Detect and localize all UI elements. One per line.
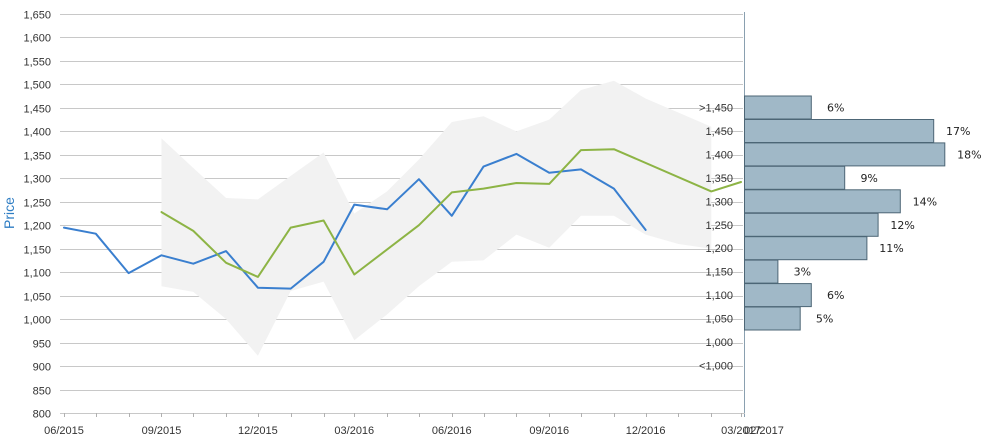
histogram-percent-label: 5% — [816, 313, 833, 326]
estimate-line — [160, 148, 742, 278]
estimate-range-band — [161, 80, 712, 356]
histogram-bar — [744, 212, 879, 237]
y-tick-label: 1,450 — [23, 104, 51, 116]
histogram-bar — [744, 119, 935, 143]
histogram-percent-label: 3% — [794, 266, 811, 279]
histogram-bar — [744, 283, 812, 308]
histogram-bar — [744, 165, 846, 190]
histogram-percent-label: 6% — [827, 289, 844, 302]
histogram-percent-label: 11% — [879, 242, 903, 255]
histogram-bin-label: 1,000 — [705, 337, 733, 349]
y-tick-label: 1,500 — [23, 80, 51, 92]
x-tick-label-extra: 02/2017 — [744, 425, 784, 437]
x-tick-label: 03/2016 — [334, 425, 374, 437]
histogram-bin-label: <1,000 — [699, 360, 733, 372]
y-tick-label: 1,000 — [23, 315, 51, 327]
y-tick-label: 1,400 — [23, 127, 51, 139]
histogram-bin-label: 1,400 — [705, 149, 733, 161]
histogram-layer: >1,450 6% 1,450 17% 1,400 18% 1,350 9% 1,300 14% 1… — [699, 12, 982, 417]
histogram-bin-label: 1,250 — [705, 220, 733, 232]
y-tick-label: 1,100 — [23, 268, 51, 280]
histogram-bin-label: 1,100 — [705, 290, 733, 302]
y-tick-label: 1,650 — [23, 10, 51, 22]
y-tick-label: 1,300 — [23, 174, 51, 186]
price-line — [63, 152, 647, 290]
y-tick-label: 850 — [33, 386, 51, 398]
histogram-bin-label: 1,350 — [705, 173, 733, 185]
histogram-bin-label: 1,450 — [705, 126, 733, 138]
y-tick-label: 900 — [33, 362, 51, 374]
axis-layer: 800 850 900 950 1,000 1,050 1,100 1,150 1,200 1,2… — [23, 10, 783, 438]
estimate-band-layer — [161, 80, 712, 356]
y-tick-label: 1,150 — [23, 245, 51, 257]
y-tick-label: 1,550 — [23, 57, 51, 69]
histogram-percent-label: 14% — [913, 195, 937, 208]
histogram-bar — [744, 236, 868, 261]
x-tick-label: 12/2015 — [238, 425, 278, 437]
histogram-bar — [744, 142, 946, 167]
histogram-bar — [744, 95, 812, 120]
x-tick-label: 06/2015 — [44, 425, 84, 437]
x-tick-label: 09/2016 — [529, 425, 569, 437]
histogram-bin-label: 1,200 — [705, 243, 733, 255]
y-tick-label: 1,200 — [23, 221, 51, 233]
histogram-bin-label: >1,450 — [699, 103, 733, 115]
histogram-percent-label: 9% — [860, 172, 877, 185]
histogram-percent-label: 6% — [827, 102, 844, 115]
x-tick-label: 06/2016 — [432, 425, 472, 437]
histogram-bin-label: 1,050 — [705, 314, 733, 326]
histogram-percent-label: 12% — [890, 219, 914, 232]
histogram-percent-label: 18% — [957, 148, 981, 161]
y-tick-label: 1,050 — [23, 292, 51, 304]
y-tick-label: 1,600 — [23, 33, 51, 45]
y-tick-label: 1,350 — [23, 151, 51, 163]
histogram-bar — [744, 189, 901, 214]
x-tick-label: 03/2017 — [721, 425, 761, 437]
x-tick-label: 09/2015 — [142, 425, 182, 437]
histogram-bin-label: 1,150 — [705, 267, 733, 279]
histogram-bar — [744, 306, 801, 331]
histogram-bar — [744, 259, 779, 284]
x-tick-label: 12/2016 — [626, 425, 666, 437]
y-tick-label: 950 — [33, 339, 51, 351]
y-axis-label: Price — [1, 197, 17, 229]
y-tick-label: 800 — [33, 409, 51, 421]
series-layer — [63, 148, 742, 290]
y-tick-label: 1,250 — [23, 198, 51, 210]
histogram-bin-label: 1,300 — [705, 196, 733, 208]
histogram-percent-label: 17% — [946, 125, 970, 138]
